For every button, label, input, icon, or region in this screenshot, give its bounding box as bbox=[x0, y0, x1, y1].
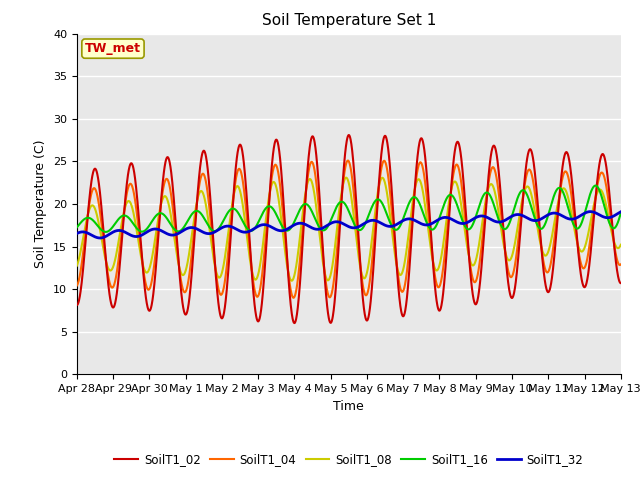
Line: SoilT1_32: SoilT1_32 bbox=[77, 212, 621, 238]
SoilT1_02 bbox=[602, 159, 609, 165]
SoilT1_08 bbox=[100, 252, 108, 258]
SoilT1_08 bbox=[602, 199, 609, 204]
SoilT1_16 bbox=[617, 210, 625, 216]
SoilT1_08 bbox=[338, 190, 346, 195]
SoilT1_04 bbox=[502, 252, 509, 258]
SoilT1_04 bbox=[73, 283, 81, 288]
SoilT1_04 bbox=[289, 295, 297, 300]
SoilT1_32 bbox=[617, 209, 625, 215]
SoilT1_02 bbox=[100, 241, 108, 247]
SoilT1_02 bbox=[73, 302, 81, 308]
SoilT1_16 bbox=[502, 226, 509, 232]
Line: SoilT1_04: SoilT1_04 bbox=[77, 160, 621, 298]
Text: TW_met: TW_met bbox=[85, 42, 141, 55]
SoilT1_02 bbox=[338, 196, 346, 202]
SoilT1_02 bbox=[345, 132, 353, 138]
SoilT1_32 bbox=[73, 231, 81, 237]
SoilT1_02 bbox=[617, 280, 625, 286]
SoilT1_16 bbox=[338, 199, 346, 204]
SoilT1_08 bbox=[73, 263, 81, 269]
X-axis label: Time: Time bbox=[333, 400, 364, 413]
SoilT1_08 bbox=[502, 251, 509, 257]
SoilT1_08 bbox=[323, 277, 331, 283]
SoilT1_32 bbox=[323, 223, 331, 228]
SoilT1_32 bbox=[502, 217, 509, 223]
SoilT1_04 bbox=[338, 194, 346, 200]
SoilT1_32 bbox=[101, 234, 109, 240]
SoilT1_16 bbox=[602, 208, 609, 214]
SoilT1_32 bbox=[602, 215, 609, 220]
SoilT1_16 bbox=[323, 225, 331, 230]
SoilT1_02 bbox=[502, 255, 509, 261]
SoilT1_04 bbox=[344, 157, 352, 163]
SoilT1_08 bbox=[342, 175, 350, 180]
Line: SoilT1_02: SoilT1_02 bbox=[77, 135, 621, 323]
SoilT1_02 bbox=[323, 303, 331, 309]
SoilT1_16 bbox=[100, 229, 108, 235]
SoilT1_32 bbox=[586, 209, 594, 215]
SoilT1_32 bbox=[602, 215, 609, 220]
Legend: SoilT1_02, SoilT1_04, SoilT1_08, SoilT1_16, SoilT1_32: SoilT1_02, SoilT1_04, SoilT1_08, SoilT1_… bbox=[109, 448, 588, 471]
Line: SoilT1_08: SoilT1_08 bbox=[77, 178, 621, 281]
Title: Soil Temperature Set 1: Soil Temperature Set 1 bbox=[262, 13, 436, 28]
SoilT1_04 bbox=[602, 178, 609, 184]
Y-axis label: Soil Temperature (C): Soil Temperature (C) bbox=[35, 140, 47, 268]
SoilT1_16 bbox=[591, 183, 599, 189]
SoilT1_04 bbox=[617, 262, 625, 267]
SoilT1_08 bbox=[602, 200, 609, 205]
SoilT1_32 bbox=[338, 220, 346, 226]
SoilT1_04 bbox=[602, 180, 609, 185]
SoilT1_04 bbox=[100, 247, 108, 252]
SoilT1_08 bbox=[288, 278, 296, 284]
SoilT1_08 bbox=[617, 242, 625, 248]
SoilT1_02 bbox=[602, 158, 609, 164]
SoilT1_16 bbox=[73, 225, 81, 230]
SoilT1_04 bbox=[323, 288, 331, 293]
SoilT1_16 bbox=[102, 229, 109, 235]
SoilT1_02 bbox=[291, 320, 298, 326]
SoilT1_32 bbox=[96, 235, 104, 241]
Line: SoilT1_16: SoilT1_16 bbox=[77, 186, 621, 232]
SoilT1_16 bbox=[602, 207, 609, 213]
